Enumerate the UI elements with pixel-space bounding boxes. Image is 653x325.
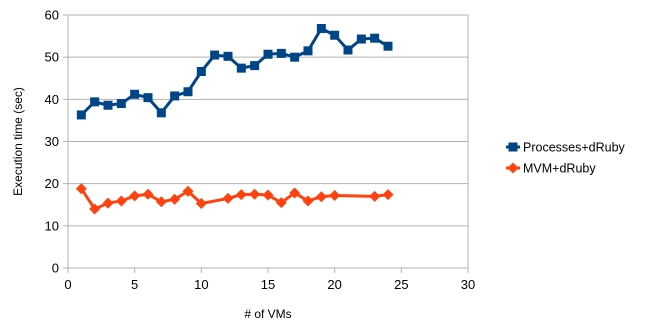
- data-point: [289, 187, 301, 199]
- data-point: [383, 41, 393, 51]
- data-point: [315, 191, 327, 203]
- data-point: [90, 97, 100, 107]
- x-tick-label: 0: [64, 277, 71, 292]
- data-point: [235, 189, 247, 201]
- data-point: [195, 197, 207, 209]
- data-point: [156, 108, 166, 118]
- data-point: [382, 189, 394, 201]
- data-point: [262, 189, 274, 201]
- series-line: [80, 187, 389, 211]
- series-processes-druby: [76, 23, 393, 120]
- data-point: [303, 46, 313, 56]
- data-point: [276, 48, 286, 58]
- legend-item: MVM+dRuby: [506, 162, 596, 176]
- data-point: [143, 93, 153, 103]
- legend-marker: [507, 162, 519, 174]
- data-point: [369, 190, 381, 202]
- y-tick-label: 50: [45, 50, 59, 65]
- data-point: [290, 52, 300, 62]
- data-point: [129, 190, 141, 202]
- data-point: [250, 61, 260, 71]
- y-tick-label: 0: [52, 261, 59, 276]
- x-tick-label: 5: [131, 277, 138, 292]
- series-mvm-druby: [75, 183, 394, 215]
- data-point: [103, 100, 113, 110]
- x-tick-label: 20: [327, 277, 341, 292]
- data-point: [183, 87, 193, 97]
- ticks: 0 10 20 30 40 50 60 0 5 10 15 20 25 30: [45, 8, 476, 293]
- x-tick-label: 30: [461, 277, 475, 292]
- series: [75, 23, 394, 215]
- data-point: [263, 49, 273, 59]
- y-tick-label: 10: [45, 218, 59, 233]
- data-point: [329, 189, 341, 201]
- data-point: [170, 91, 180, 101]
- data-point: [182, 185, 194, 197]
- legend-item: Processes+dRuby: [506, 141, 626, 155]
- y-tick-label: 30: [45, 134, 59, 149]
- data-point: [169, 193, 181, 205]
- legend-label: Processes+dRuby: [523, 141, 626, 155]
- legend: Processes+dRuby MVM+dRuby: [506, 141, 626, 176]
- data-point: [115, 195, 127, 207]
- data-point: [356, 34, 366, 44]
- x-tick-label: 10: [194, 277, 208, 292]
- data-point: [155, 196, 167, 208]
- y-tick-label: 20: [45, 176, 59, 191]
- data-point: [130, 89, 140, 99]
- data-point: [249, 188, 261, 200]
- data-point: [370, 33, 380, 43]
- y-tick-label: 60: [45, 8, 59, 23]
- data-point: [196, 67, 206, 77]
- data-point: [210, 50, 220, 60]
- legend-label: MVM+dRuby: [523, 162, 596, 176]
- x-tick-label: 25: [394, 277, 408, 292]
- data-point: [330, 30, 340, 40]
- data-point: [142, 188, 154, 200]
- data-point: [75, 183, 87, 195]
- y-axis-title: Execution time (sec): [11, 87, 25, 196]
- data-point: [222, 192, 234, 204]
- series-line: [80, 26, 389, 117]
- data-point: [302, 195, 314, 207]
- y-tick-label: 40: [45, 92, 59, 107]
- data-point: [316, 23, 326, 33]
- data-point: [76, 110, 86, 120]
- data-point: [223, 51, 233, 61]
- data-point: [236, 63, 246, 73]
- data-point: [275, 197, 287, 209]
- x-axis-title: # of VMs: [244, 307, 291, 321]
- x-tick-label: 15: [261, 277, 275, 292]
- legend-marker: [508, 142, 518, 152]
- data-point: [343, 45, 353, 55]
- data-point: [89, 203, 101, 215]
- data-point: [102, 197, 114, 209]
- data-point: [116, 99, 126, 109]
